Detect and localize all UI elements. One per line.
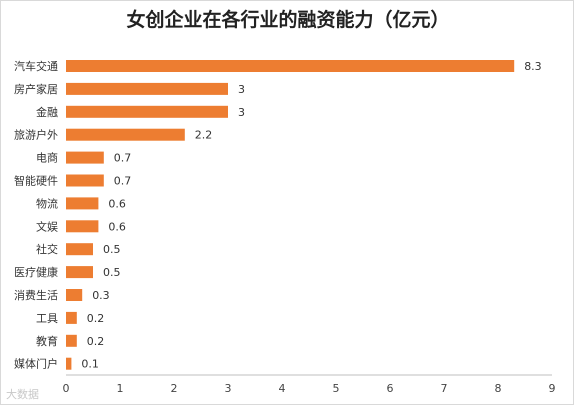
x-tick-label: 5 bbox=[333, 382, 340, 395]
value-label: 0.5 bbox=[103, 266, 121, 279]
category-label: 电商 bbox=[36, 151, 58, 165]
watermark: 大数据 bbox=[6, 388, 39, 401]
bar bbox=[66, 128, 185, 141]
bar bbox=[66, 357, 72, 370]
value-label: 0.6 bbox=[108, 197, 126, 210]
x-tick-label: 7 bbox=[441, 382, 448, 395]
x-tick-label: 6 bbox=[387, 382, 394, 395]
bar bbox=[66, 311, 77, 324]
bar bbox=[66, 174, 104, 187]
value-label: 0.3 bbox=[92, 289, 110, 302]
x-tick-label: 4 bbox=[279, 382, 286, 395]
value-label: 0.6 bbox=[108, 220, 126, 233]
value-label: 0.7 bbox=[114, 175, 132, 188]
category-label: 社交 bbox=[36, 242, 58, 256]
bar bbox=[66, 60, 515, 72]
category-label: 金融 bbox=[36, 105, 58, 119]
category-label: 教育 bbox=[36, 334, 58, 348]
category-label: 房产家居 bbox=[14, 82, 58, 96]
bars-layer: 汽车交通 8.3 房产家居 3 金融 3 旅游户外 2.2 电商 0.7 智能硬件 0.7 物流 0.6 文… bbox=[14, 59, 542, 371]
value-label: 3 bbox=[238, 106, 245, 119]
category-label: 智能硬件 bbox=[14, 174, 58, 188]
value-label: 0.2 bbox=[87, 335, 105, 348]
x-tick-label: 3 bbox=[225, 382, 232, 395]
bar bbox=[66, 266, 93, 279]
x-tick-label: 0 bbox=[63, 382, 70, 395]
value-label: 2.2 bbox=[195, 129, 213, 142]
bar bbox=[66, 105, 228, 118]
category-label: 汽车交通 bbox=[14, 59, 58, 73]
chart-title: 女创企业在各行业的融资能力（亿元） bbox=[126, 8, 449, 31]
bar bbox=[66, 289, 83, 301]
x-tick-label: 2 bbox=[171, 382, 178, 395]
bar bbox=[66, 334, 77, 347]
category-label: 医疗健康 bbox=[14, 265, 58, 279]
category-label: 工具 bbox=[36, 312, 58, 325]
category-label: 物流 bbox=[36, 196, 58, 210]
value-label: 0.2 bbox=[87, 312, 105, 325]
bar bbox=[66, 243, 93, 256]
x-tick-label: 9 bbox=[549, 382, 556, 395]
category-label: 媒体门户 bbox=[14, 357, 58, 371]
x-tick-label: 8 bbox=[495, 382, 502, 395]
value-label: 3 bbox=[238, 83, 245, 96]
category-label: 旅游户外 bbox=[14, 128, 58, 142]
category-label: 文娱 bbox=[36, 219, 58, 233]
x-tick-label: 1 bbox=[117, 382, 124, 395]
bar bbox=[66, 220, 99, 233]
value-label: 8.3 bbox=[524, 60, 542, 73]
value-label: 0.1 bbox=[81, 358, 99, 371]
value-label: 0.5 bbox=[103, 243, 121, 256]
value-label: 0.7 bbox=[114, 152, 132, 165]
category-label: 消费生活 bbox=[14, 288, 58, 302]
bar bbox=[66, 197, 99, 210]
x-tick-labels: 0 1 2 3 4 5 6 7 8 9 bbox=[63, 382, 556, 395]
bar bbox=[66, 82, 228, 95]
bar bbox=[66, 151, 104, 164]
